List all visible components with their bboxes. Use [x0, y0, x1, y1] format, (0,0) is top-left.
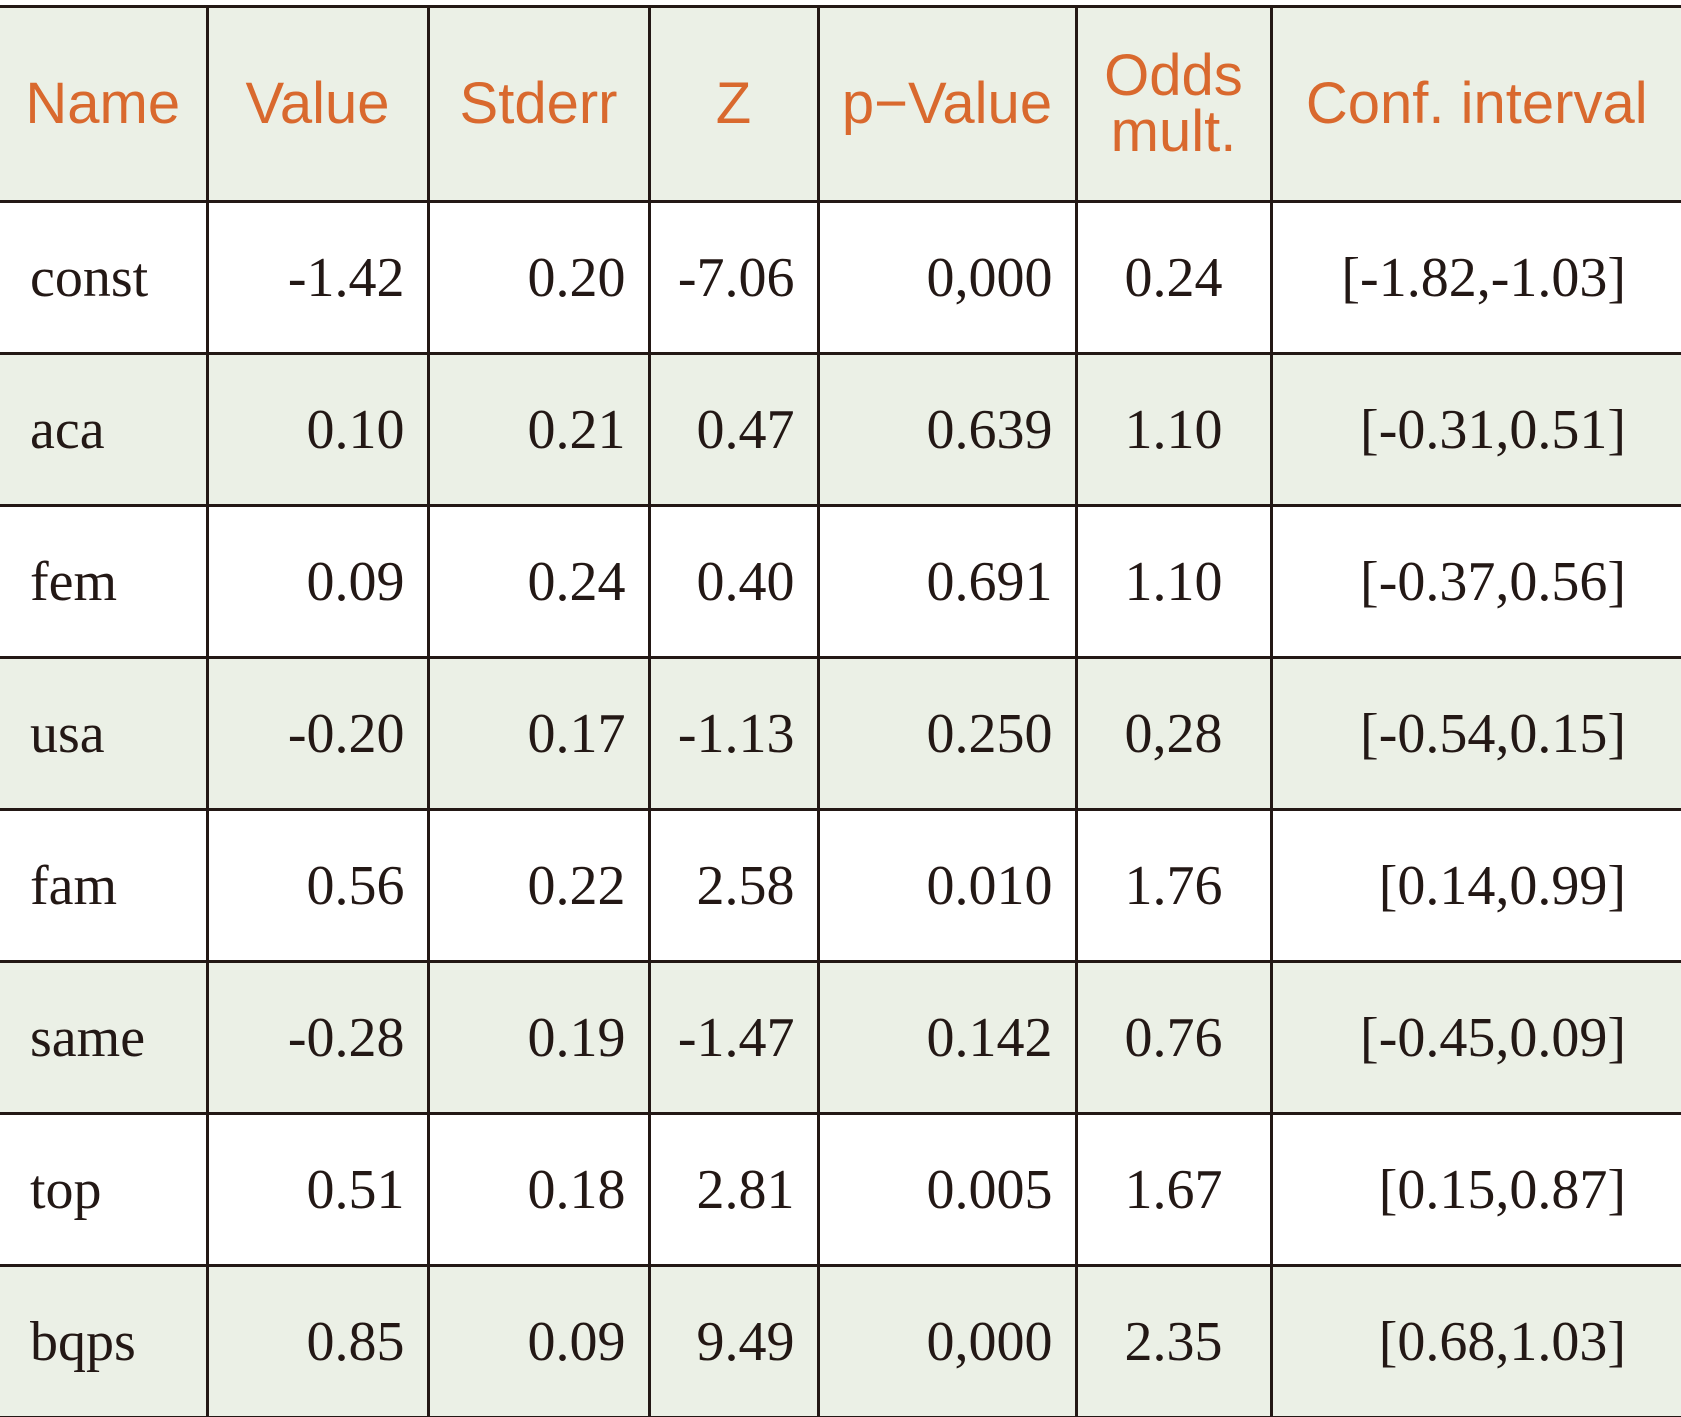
- table-cell: [0.14,0.99]: [1269, 808, 1681, 963]
- row-name: top: [0, 1112, 209, 1267]
- table-cell: 0.24: [1074, 200, 1273, 355]
- table-cell: 1.10: [1074, 352, 1273, 507]
- table-cell: 2.35: [1074, 1264, 1273, 1417]
- table-cell: 1.10: [1074, 504, 1273, 659]
- table-row: aca 0.10 0.21 0.47 0.639 1.10 [-0.31,0.51]: [0, 352, 1681, 507]
- table-cell: -0.28: [205, 960, 430, 1115]
- table-cell: 0,28: [1074, 656, 1273, 811]
- table-cell: 0.24: [426, 504, 651, 659]
- table-cell: 1.67: [1074, 1112, 1273, 1267]
- table-cell: [0.15,0.87]: [1269, 1112, 1681, 1267]
- table-cell: 0.85: [205, 1264, 430, 1417]
- column-header: Z: [647, 5, 820, 203]
- column-header: Odds mult.: [1074, 5, 1273, 203]
- row-name: bqps: [0, 1264, 209, 1417]
- table-cell: 0.639: [816, 352, 1078, 507]
- table-cell: 0.76: [1074, 960, 1273, 1115]
- table-cell: 0.010: [816, 808, 1078, 963]
- table-cell: 2.58: [647, 808, 820, 963]
- table-cell: 0.40: [647, 504, 820, 659]
- table-cell: 0.09: [426, 1264, 651, 1417]
- row-name: fam: [0, 808, 209, 963]
- row-name: usa: [0, 656, 209, 811]
- row-name: const: [0, 200, 209, 355]
- column-header: Value: [205, 5, 430, 203]
- table-cell: 0,000: [816, 200, 1078, 355]
- table-cell: -1.13: [647, 656, 820, 811]
- table-cell: 0.09: [205, 504, 430, 659]
- table-cell: -7.06: [647, 200, 820, 355]
- table-row: fem 0.09 0.24 0.40 0.691 1.10 [-0.37,0.56]: [0, 504, 1681, 659]
- row-name: same: [0, 960, 209, 1115]
- table-cell: [-0.31,0.51]: [1269, 352, 1681, 507]
- table-row: fam 0.56 0.22 2.58 0.010 1.76 [0.14,0.99]: [0, 808, 1681, 963]
- table-cell: 0.005: [816, 1112, 1078, 1267]
- table-row: top 0.51 0.18 2.81 0.005 1.67 [0.15,0.87]: [0, 1112, 1681, 1267]
- table-cell: 0.20: [426, 200, 651, 355]
- table-cell: [-1.82,-1.03]: [1269, 200, 1681, 355]
- table-cell: 0.250: [816, 656, 1078, 811]
- table-cell: 0.22: [426, 808, 651, 963]
- table-cell: [-0.45,0.09]: [1269, 960, 1681, 1115]
- table-cell: 2.81: [647, 1112, 820, 1267]
- table-cell: -0.20: [205, 656, 430, 811]
- table-cell: 0.47: [647, 352, 820, 507]
- table-cell: 1.76: [1074, 808, 1273, 963]
- table-cell: 9.49: [647, 1264, 820, 1417]
- table-row: const -1.42 0.20 -7.06 0,000 0.24 [-1.82,-1.03…: [0, 200, 1681, 355]
- table-cell: [-0.37,0.56]: [1269, 504, 1681, 659]
- table-cell: 0.10: [205, 352, 430, 507]
- table-cell: 0,000: [816, 1264, 1078, 1417]
- column-header: Stderr: [426, 5, 651, 203]
- table-cell: 0.142: [816, 960, 1078, 1115]
- table-cell: 0.18: [426, 1112, 651, 1267]
- row-name: fem: [0, 504, 209, 659]
- column-header: Conf. interval: [1269, 5, 1681, 203]
- table-cell: 0.56: [205, 808, 430, 963]
- table-cell: 0.19: [426, 960, 651, 1115]
- table-row: same -0.28 0.19 -1.47 0.142 0.76 [-0.45,0.09]: [0, 960, 1681, 1115]
- table-cell: [-0.54,0.15]: [1269, 656, 1681, 811]
- table-cell: 0.21: [426, 352, 651, 507]
- row-name: aca: [0, 352, 209, 507]
- table-cell: 0.51: [205, 1112, 430, 1267]
- table-cell: 0.691: [816, 504, 1078, 659]
- table-row: usa -0.20 0.17 -1.13 0.250 0,28 [-0.54,0.15]: [0, 656, 1681, 811]
- table-cell: -1.47: [647, 960, 820, 1115]
- table-cell: [0.68,1.03]: [1269, 1264, 1681, 1417]
- column-header: p−Value: [816, 5, 1078, 203]
- table-row: bqps 0.85 0.09 9.49 0,000 2.35 [0.68,1.03]: [0, 1264, 1681, 1417]
- table-cell: 0.17: [426, 656, 651, 811]
- table-cell: -1.42: [205, 200, 430, 355]
- column-header: Name: [0, 5, 209, 203]
- table-body: const -1.42 0.20 -7.06 0,000 0.24 [-1.82,-1.03…: [0, 200, 1681, 1417]
